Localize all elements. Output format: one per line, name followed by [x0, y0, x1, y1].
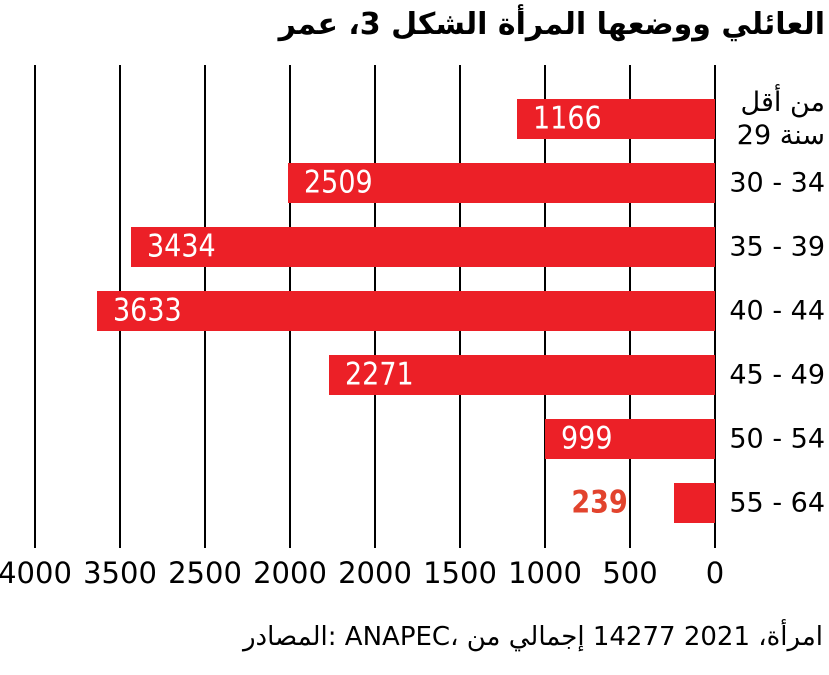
category-label: أقل‎ من 29 سنة: [736, 87, 825, 151]
category-label: 50 - 54: [729, 423, 825, 455]
bar: 2509: [288, 163, 715, 203]
category-label: 40 - 44: [729, 295, 825, 327]
bar-value-label: 3633: [113, 292, 182, 329]
bar-value-label: 2271: [345, 356, 414, 393]
bar-value-label: 1166: [533, 100, 602, 137]
x-tick-label: 1500: [423, 556, 497, 590]
bar: 1166: [517, 99, 715, 139]
x-tick-label: 0: [705, 556, 725, 590]
bar-value-label: 239: [571, 484, 628, 521]
category-label: 55 - 64: [729, 487, 825, 519]
bar: 999: [545, 419, 715, 459]
source-note: المصادر: ANAPEC، من‎ إجمالي‎ 14277 امرأة…: [243, 622, 823, 652]
bar: 3633: [97, 291, 715, 331]
bar: 239: [572, 483, 715, 523]
bar-value-label: 2509: [304, 164, 373, 201]
x-tick-label: 3500: [83, 556, 157, 590]
bar: 3434: [131, 227, 715, 267]
bar-value-label: 3434: [147, 228, 216, 265]
gridline: [714, 65, 716, 548]
x-tick-label: 2000: [253, 556, 327, 590]
category-label: 30 - 34: [729, 167, 825, 199]
bar-value-label: 999: [561, 420, 613, 457]
category-label: 35 - 39: [729, 231, 825, 263]
x-tick-label: 4000: [0, 556, 72, 590]
x-tick-label: 2000: [338, 556, 412, 590]
x-tick-label: 500: [602, 556, 658, 590]
gridline: [34, 65, 36, 548]
x-tick-label: 2500: [168, 556, 242, 590]
chart-title: الشكل 3، عمر‎ المرأة‎ ووضعها‎ العائلي: [278, 7, 825, 42]
x-tick-label: 1000: [508, 556, 582, 590]
category-label: 45 - 49: [729, 359, 825, 391]
bar: 2271: [329, 355, 715, 395]
